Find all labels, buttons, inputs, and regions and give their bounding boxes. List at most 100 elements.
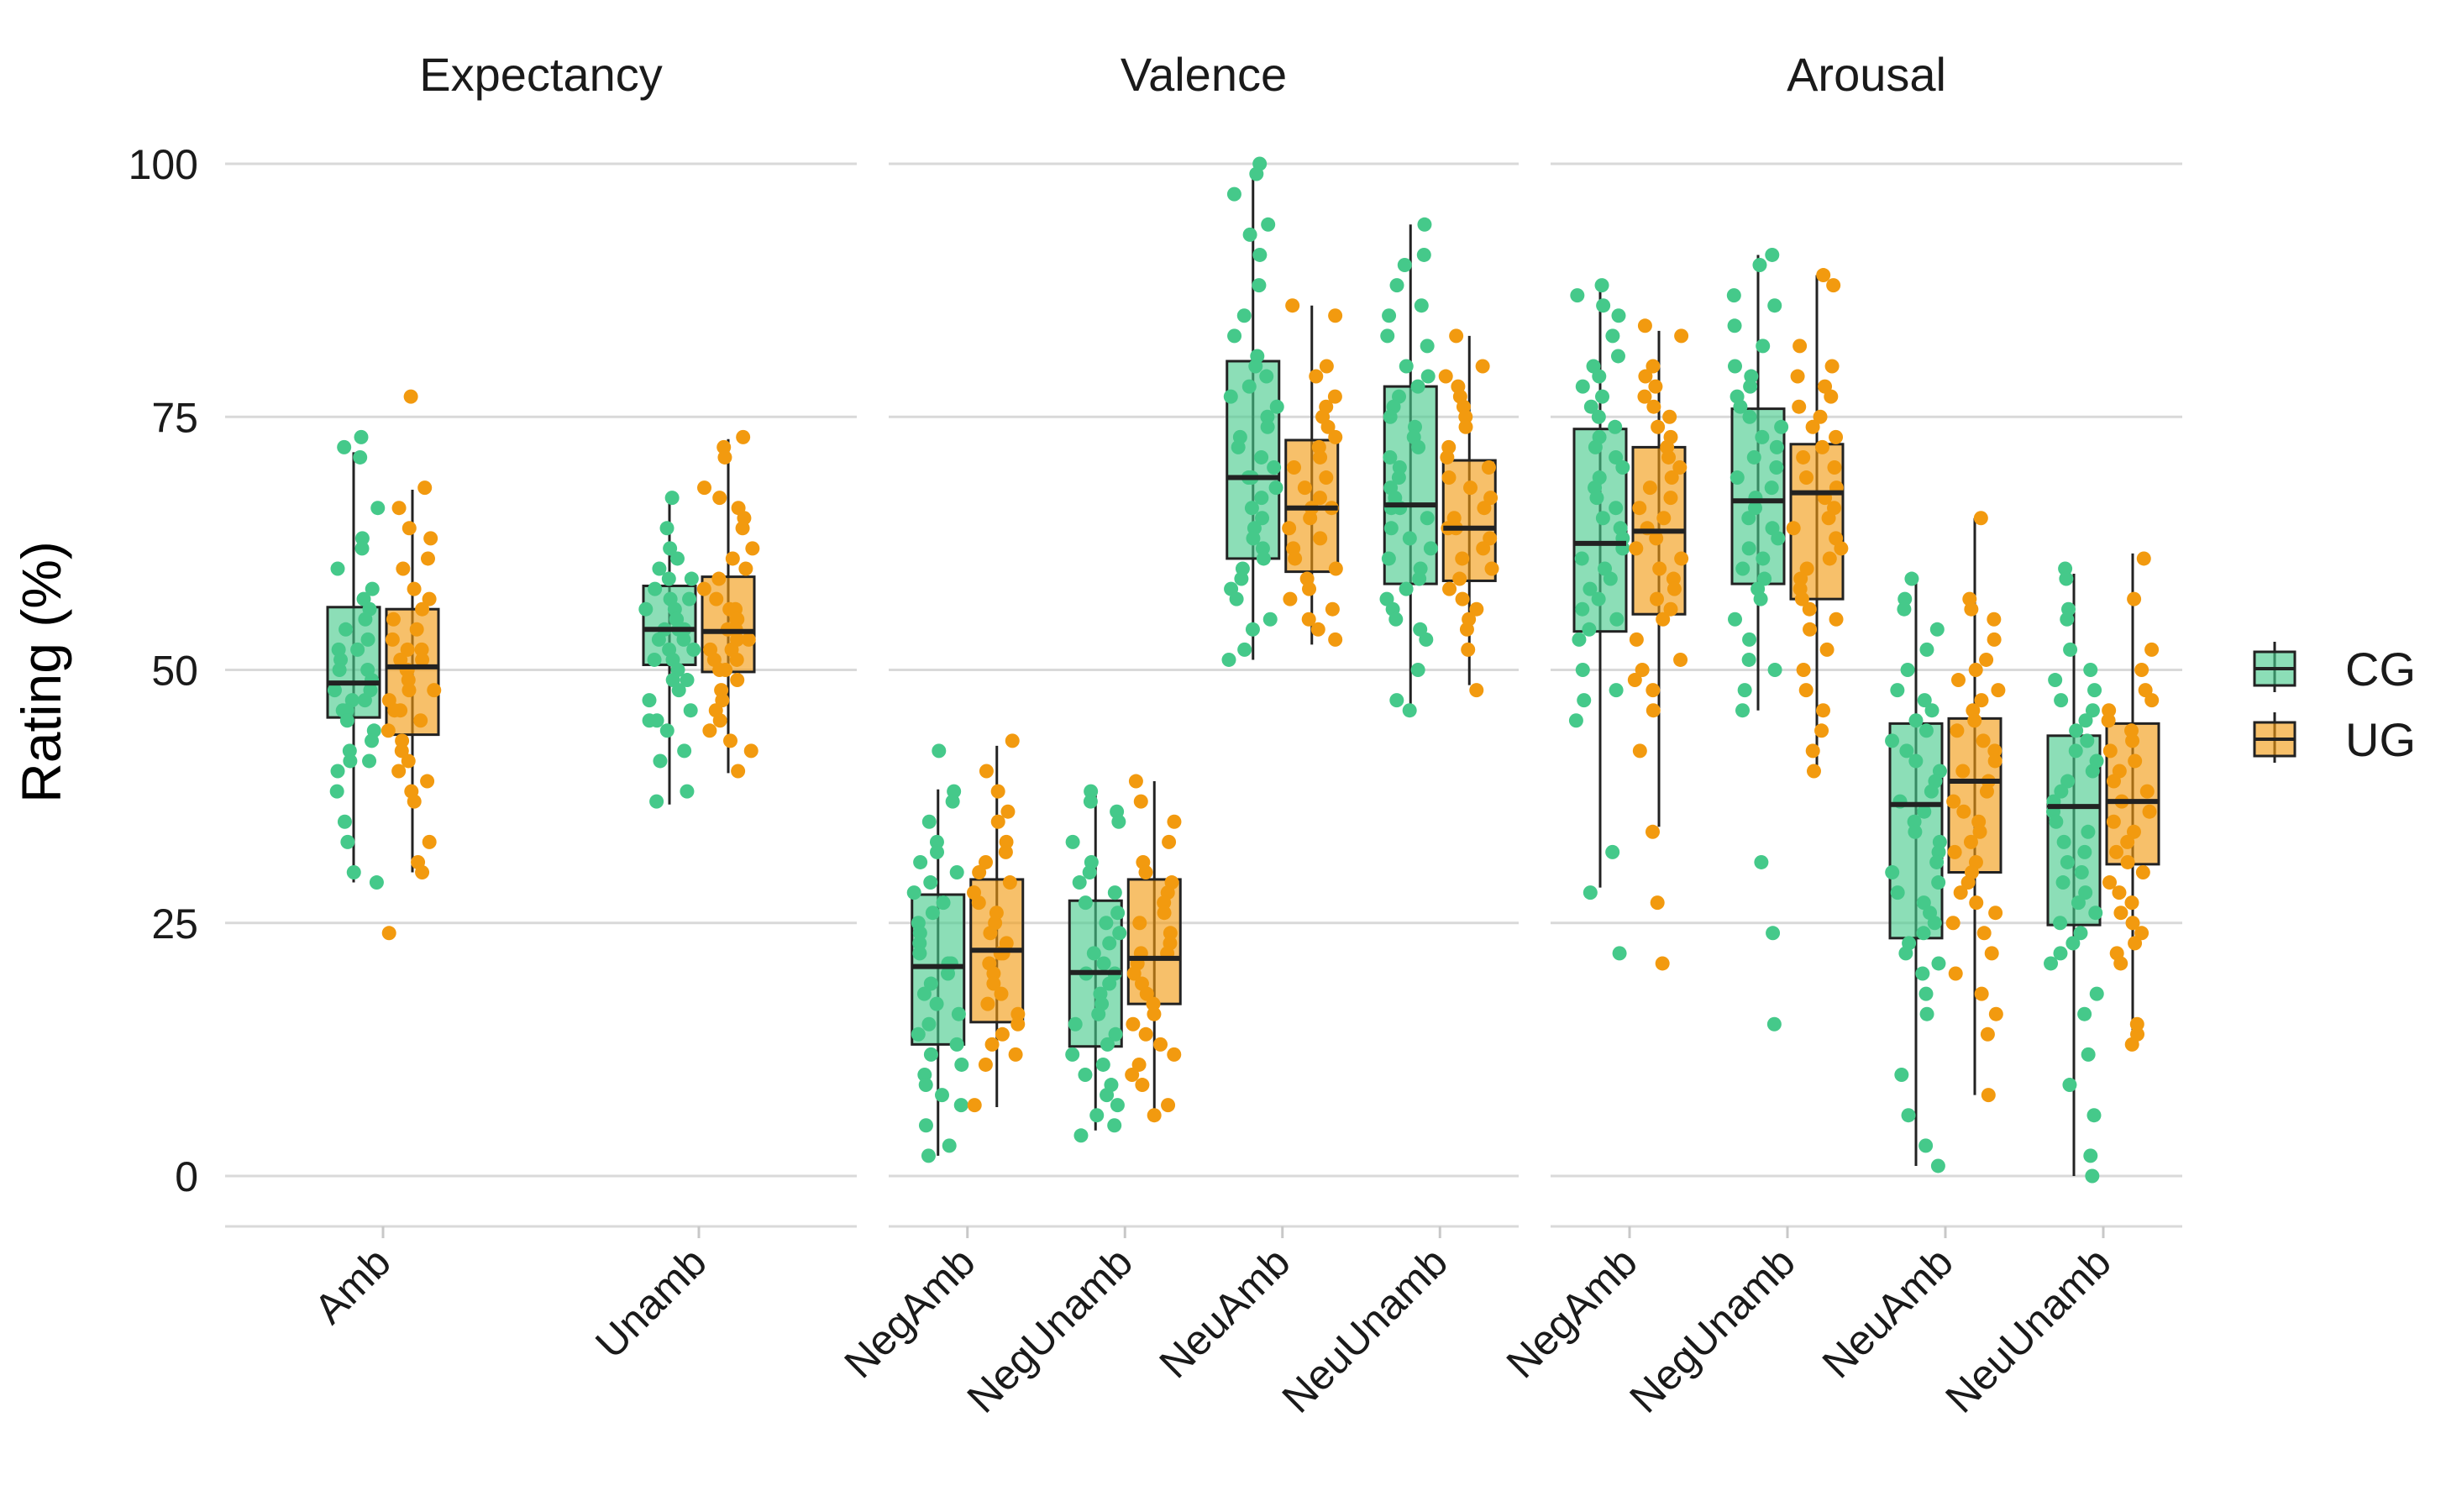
data-point xyxy=(925,906,940,921)
data-point xyxy=(1673,652,1688,667)
data-point xyxy=(1591,409,1606,424)
data-point xyxy=(1107,1118,1122,1133)
data-point xyxy=(1138,1026,1153,1042)
data-point xyxy=(649,794,664,809)
data-point xyxy=(1112,926,1127,941)
data-point xyxy=(2088,906,2103,921)
data-point xyxy=(353,449,368,465)
data-point xyxy=(1918,986,1934,1001)
data-point xyxy=(1100,1088,1115,1103)
data-point xyxy=(2089,986,2104,1001)
box-ug-negamb xyxy=(967,733,1026,1113)
data-point xyxy=(1417,217,1432,232)
data-point xyxy=(921,814,937,829)
data-point xyxy=(1771,531,1786,546)
data-point xyxy=(365,733,380,748)
data-point xyxy=(1582,622,1597,637)
x-tick-label: NegUnamb xyxy=(958,1238,1142,1421)
data-point xyxy=(1388,612,1404,627)
data-point xyxy=(1236,308,1252,323)
data-point xyxy=(1410,663,1425,677)
data-point xyxy=(1652,561,1667,576)
data-point xyxy=(1583,399,1598,414)
data-point xyxy=(1917,804,1932,819)
data-point xyxy=(745,541,760,556)
data-point xyxy=(1010,1016,1026,1032)
data-point xyxy=(339,713,354,728)
data-point xyxy=(1226,186,1241,202)
data-point xyxy=(1950,723,1965,738)
box-ug-negunamb xyxy=(1786,268,1849,779)
data-point xyxy=(327,683,342,698)
data-point xyxy=(1907,814,1922,829)
facet-title: Valence xyxy=(1121,48,1287,101)
data-point xyxy=(1568,713,1583,728)
data-point xyxy=(1167,1047,1182,1062)
data-point xyxy=(2085,1168,2100,1184)
data-point xyxy=(967,1098,982,1113)
data-point xyxy=(649,713,664,728)
data-point xyxy=(1147,1006,1162,1021)
data-point xyxy=(1991,683,2006,698)
data-point xyxy=(1662,409,1677,424)
data-point xyxy=(1774,419,1789,434)
data-point xyxy=(1603,571,1618,586)
data-point xyxy=(1976,733,1991,748)
data-point xyxy=(1389,693,1404,708)
data-point xyxy=(1987,743,2002,759)
data-point xyxy=(712,713,727,728)
data-point xyxy=(403,389,418,404)
data-point xyxy=(912,946,927,961)
data-point xyxy=(1245,622,1260,637)
data-point xyxy=(1254,491,1269,506)
data-point xyxy=(912,936,927,951)
data-point xyxy=(979,764,994,779)
data-point xyxy=(1821,511,1836,526)
data-point xyxy=(1288,551,1303,566)
data-point xyxy=(1483,531,1498,546)
data-point xyxy=(2049,814,2064,829)
data-point xyxy=(1301,612,1316,627)
data-point xyxy=(669,551,685,566)
data-point xyxy=(391,501,407,516)
data-point xyxy=(1382,308,1397,323)
data-point xyxy=(1575,663,1590,677)
box-ug-neuamb xyxy=(1945,511,2006,1103)
data-point xyxy=(342,743,357,759)
x-tick-label: NegUnamb xyxy=(1620,1238,1803,1421)
data-point xyxy=(911,1026,926,1042)
x-tick-label: Unamb xyxy=(586,1238,716,1368)
data-point xyxy=(1438,369,1453,384)
data-point xyxy=(1824,389,1839,404)
data-point xyxy=(1100,1037,1115,1052)
data-point xyxy=(696,581,711,596)
legend-label: UG xyxy=(2345,713,2416,766)
data-point xyxy=(362,753,377,769)
data-point xyxy=(1730,470,1745,486)
data-point xyxy=(2127,591,2142,606)
data-point xyxy=(1735,703,1751,718)
data-point xyxy=(929,834,944,849)
data-point xyxy=(1161,1098,1176,1113)
data-point xyxy=(738,561,753,576)
data-point xyxy=(1441,470,1457,486)
box-cg-neuunamb xyxy=(2044,561,2104,1184)
data-point xyxy=(1595,389,1610,404)
data-point xyxy=(1663,491,1678,506)
x-tick-label: NeuUnamb xyxy=(1936,1238,2119,1421)
data-point xyxy=(921,1148,936,1163)
x-tick-label: NegAmb xyxy=(835,1238,984,1387)
box-ug-neuunamb xyxy=(2101,551,2160,1052)
data-point xyxy=(1452,571,1467,586)
data-point xyxy=(2120,854,2135,869)
data-point xyxy=(1246,531,1261,546)
data-point xyxy=(1956,804,1971,819)
data-point xyxy=(1102,976,1117,991)
data-point xyxy=(2125,733,2140,748)
data-point xyxy=(1767,663,1782,677)
data-point xyxy=(930,844,945,859)
x-tick-label: NeuAmb xyxy=(1814,1238,1962,1387)
data-point xyxy=(1819,642,1834,657)
data-point xyxy=(1897,591,1913,606)
data-point xyxy=(1267,460,1282,475)
